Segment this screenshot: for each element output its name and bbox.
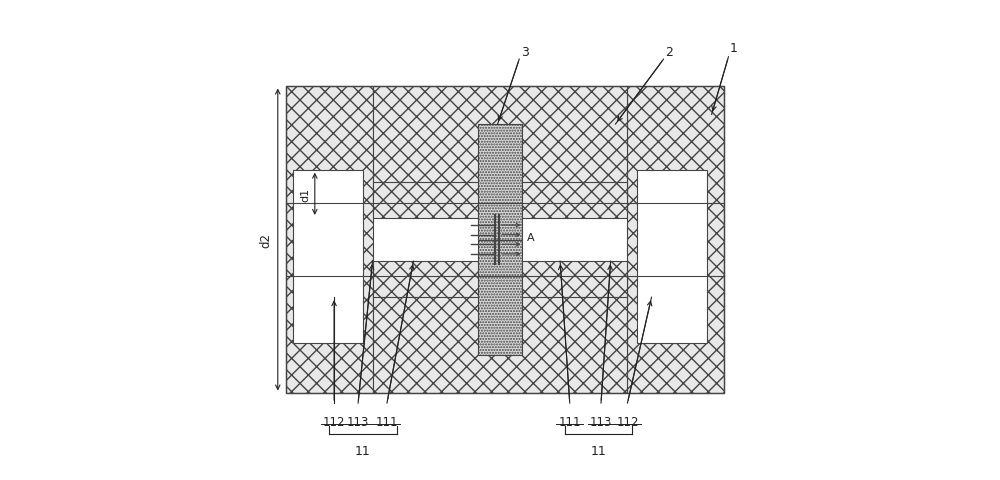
Text: 112: 112 [616, 415, 639, 428]
Bar [286, 204, 724, 276]
Text: d1: d1 [300, 187, 310, 202]
Text: 111: 111 [376, 415, 398, 428]
Bar [373, 182, 481, 218]
Bar [286, 86, 373, 394]
Text: 3: 3 [521, 46, 529, 59]
Bar [478, 240, 522, 355]
Text: d2: d2 [259, 232, 272, 248]
Text: 112: 112 [323, 415, 345, 428]
Text: 11: 11 [355, 444, 371, 457]
Bar [293, 170, 363, 343]
Bar [286, 86, 724, 394]
Bar [637, 170, 707, 343]
Text: 11: 11 [591, 444, 606, 457]
Bar [373, 86, 627, 204]
Bar [519, 182, 627, 218]
Bar [373, 262, 481, 298]
Text: 111: 111 [558, 415, 581, 428]
Bar [519, 262, 627, 298]
Bar [478, 125, 522, 240]
Text: 113: 113 [590, 415, 612, 428]
Text: 2: 2 [665, 46, 673, 59]
Text: 113: 113 [347, 415, 369, 428]
Text: A: A [527, 233, 535, 242]
Text: 1: 1 [730, 42, 738, 55]
Bar [373, 276, 627, 394]
Bar [627, 86, 724, 394]
